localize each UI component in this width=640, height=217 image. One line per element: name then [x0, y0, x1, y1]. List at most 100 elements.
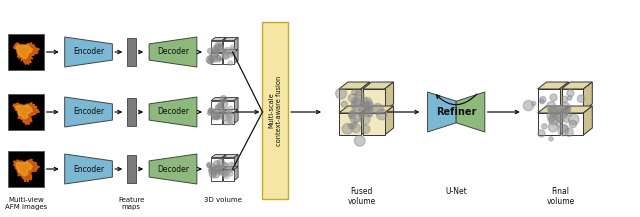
FancyBboxPatch shape [223, 100, 234, 112]
Circle shape [220, 107, 225, 113]
Circle shape [208, 55, 214, 61]
Circle shape [212, 112, 219, 119]
Polygon shape [222, 97, 226, 112]
Polygon shape [538, 106, 568, 113]
Text: Decoder: Decoder [157, 164, 189, 174]
Text: Multi-view
AFM images: Multi-view AFM images [5, 197, 47, 210]
Circle shape [215, 167, 221, 173]
Circle shape [223, 52, 229, 59]
Circle shape [365, 109, 372, 117]
Circle shape [214, 164, 222, 172]
Circle shape [215, 56, 221, 62]
Polygon shape [222, 155, 226, 168]
Polygon shape [13, 103, 40, 125]
Polygon shape [222, 49, 226, 64]
Polygon shape [339, 106, 370, 113]
FancyBboxPatch shape [127, 155, 136, 183]
Circle shape [225, 120, 230, 125]
Circle shape [562, 112, 568, 118]
Circle shape [568, 114, 579, 125]
Polygon shape [16, 45, 33, 59]
Circle shape [550, 94, 557, 101]
Circle shape [235, 172, 239, 176]
FancyBboxPatch shape [211, 41, 222, 51]
Circle shape [218, 43, 221, 47]
Circle shape [213, 172, 216, 176]
Circle shape [207, 111, 212, 115]
FancyBboxPatch shape [223, 53, 234, 64]
Circle shape [228, 61, 232, 65]
Circle shape [368, 107, 372, 112]
Polygon shape [211, 97, 226, 100]
FancyBboxPatch shape [127, 98, 136, 126]
Polygon shape [223, 110, 238, 112]
Polygon shape [538, 82, 568, 89]
Polygon shape [223, 166, 238, 169]
Circle shape [547, 110, 557, 121]
Polygon shape [584, 106, 592, 135]
Polygon shape [149, 97, 197, 127]
Circle shape [362, 97, 372, 108]
Circle shape [359, 113, 364, 119]
Circle shape [217, 55, 221, 59]
Circle shape [548, 107, 559, 117]
Polygon shape [222, 38, 226, 51]
Circle shape [211, 56, 218, 62]
Text: Refiner: Refiner [436, 107, 476, 117]
Circle shape [335, 88, 346, 99]
Polygon shape [211, 38, 226, 41]
Polygon shape [559, 106, 568, 135]
Circle shape [214, 43, 222, 50]
Circle shape [228, 120, 232, 125]
Circle shape [218, 45, 223, 51]
Polygon shape [211, 110, 226, 112]
Circle shape [208, 108, 212, 113]
Circle shape [228, 106, 233, 112]
Circle shape [207, 48, 212, 54]
Circle shape [558, 117, 564, 123]
Circle shape [342, 123, 353, 134]
Polygon shape [456, 92, 484, 132]
Polygon shape [149, 154, 197, 184]
Circle shape [376, 109, 387, 120]
Circle shape [212, 171, 220, 178]
Text: Fused
volume: Fused volume [348, 187, 376, 206]
Circle shape [558, 125, 568, 136]
Circle shape [212, 111, 220, 119]
Circle shape [557, 108, 567, 118]
Circle shape [230, 163, 235, 167]
Circle shape [548, 116, 555, 123]
Circle shape [548, 107, 557, 115]
Circle shape [351, 123, 356, 129]
Circle shape [351, 110, 356, 115]
Text: Decoder: Decoder [157, 48, 189, 56]
Polygon shape [561, 106, 592, 113]
Circle shape [365, 101, 369, 105]
Circle shape [224, 171, 227, 174]
Polygon shape [13, 159, 40, 182]
Polygon shape [65, 154, 113, 184]
Polygon shape [234, 97, 238, 112]
Polygon shape [223, 38, 238, 41]
Polygon shape [223, 97, 238, 100]
Circle shape [341, 101, 348, 107]
Circle shape [368, 113, 372, 117]
Circle shape [556, 106, 566, 115]
Polygon shape [361, 106, 370, 135]
FancyBboxPatch shape [538, 113, 559, 135]
Polygon shape [385, 106, 394, 135]
Polygon shape [361, 82, 370, 111]
Polygon shape [223, 155, 238, 158]
Polygon shape [234, 166, 238, 181]
Polygon shape [223, 49, 238, 53]
Polygon shape [14, 43, 39, 64]
Circle shape [220, 108, 223, 112]
Polygon shape [149, 37, 197, 67]
Polygon shape [561, 82, 592, 89]
Circle shape [220, 48, 224, 51]
Polygon shape [559, 82, 568, 111]
Circle shape [351, 101, 358, 108]
FancyBboxPatch shape [363, 113, 385, 135]
Polygon shape [363, 106, 394, 113]
Circle shape [212, 117, 215, 120]
